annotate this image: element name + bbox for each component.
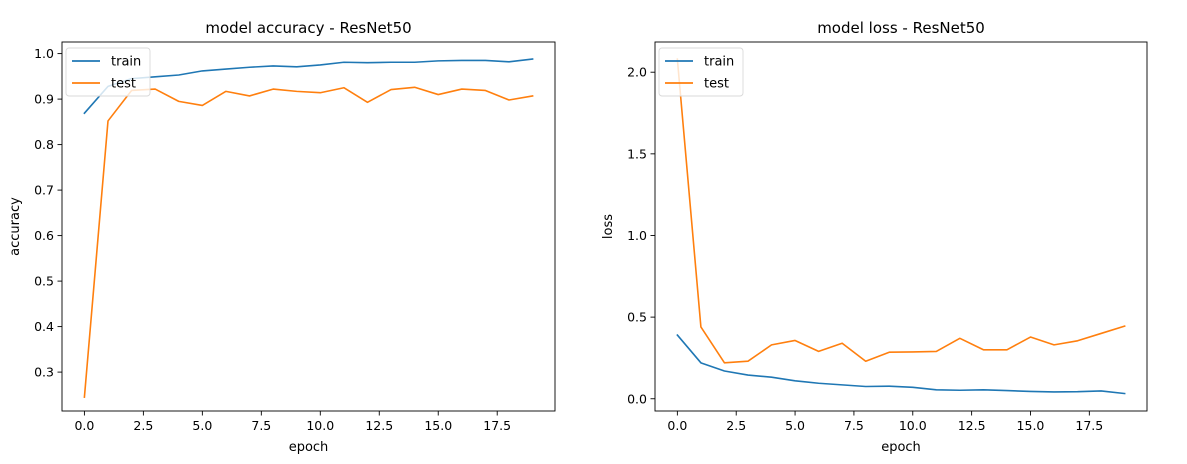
- chart-accuracy: 0.0 2.5 5.0 7.5 10.0 12.5 15.0 17.5 0.3 0.4 0.5 0.6…: [8, 19, 556, 455]
- x-tick-label: 12.5: [365, 418, 393, 433]
- y-tick-label: 0.4: [34, 319, 54, 334]
- legend: train test: [658, 47, 744, 97]
- x-tick-label: 5.0: [192, 418, 212, 433]
- series-line-test: [676, 58, 1126, 364]
- y-tick-label: 1.0: [34, 46, 54, 61]
- plot-area-frame: [61, 41, 556, 412]
- y-tick-label: 0.8: [34, 137, 54, 152]
- y-tick-label: 0.3: [34, 365, 54, 380]
- x-tick-label: 7.5: [844, 418, 864, 433]
- y-tick-label: 1.5: [627, 146, 647, 161]
- y-tick-label: 2.0: [627, 65, 647, 80]
- y-tick-label: 0.5: [34, 274, 54, 289]
- y-tick-label: 0.0: [627, 391, 647, 406]
- legend-box: [658, 47, 744, 97]
- x-tick-label: 7.5: [251, 418, 271, 433]
- y-tick-label: 1.0: [627, 228, 647, 243]
- legend-box: [65, 47, 151, 97]
- legend-label-test: test: [111, 77, 136, 92]
- plot-area-frame: [654, 41, 1148, 412]
- x-tick-label: 0.0: [667, 418, 687, 433]
- chart-title: model loss - ResNet50: [817, 19, 985, 37]
- y-tick-label: 0.9: [34, 92, 54, 107]
- x-tick-label: 0.0: [74, 418, 94, 433]
- y-axis-label: accuracy: [8, 197, 23, 256]
- series-line-train: [676, 333, 1126, 395]
- series-line-test: [83, 86, 534, 398]
- y-tick-label: 0.7: [34, 183, 54, 198]
- y-tick-label: 0.5: [627, 310, 647, 325]
- x-axis-label: epoch: [289, 440, 329, 455]
- legend-label-train: train: [111, 55, 141, 70]
- series-line-train: [83, 58, 534, 115]
- x-tick-label: 10.0: [899, 418, 927, 433]
- x-tick-label: 2.5: [726, 418, 746, 433]
- x-tick-label: 15.0: [1017, 418, 1045, 433]
- x-tick-label: 12.5: [958, 418, 986, 433]
- x-tick-label: 2.5: [133, 418, 153, 433]
- y-tick-label: 0.6: [34, 228, 54, 243]
- x-tick-label: 5.0: [785, 418, 805, 433]
- x-axis-label: epoch: [881, 440, 921, 455]
- chart-loss: 0.0 2.5 5.0 7.5 10.0 12.5 15.0 17.5 0.0 0.5 1.0 1.5…: [601, 19, 1148, 455]
- legend: train test: [65, 47, 151, 97]
- x-tick-label: 17.5: [1075, 418, 1103, 433]
- x-tick-label: 15.0: [424, 418, 452, 433]
- x-tick-label: 10.0: [306, 418, 334, 433]
- chart-title: model accuracy - ResNet50: [205, 19, 411, 37]
- legend-label-test: test: [704, 77, 729, 92]
- legend-label-train: train: [704, 55, 734, 70]
- y-axis-label: loss: [601, 214, 616, 239]
- x-tick-label: 17.5: [483, 418, 511, 433]
